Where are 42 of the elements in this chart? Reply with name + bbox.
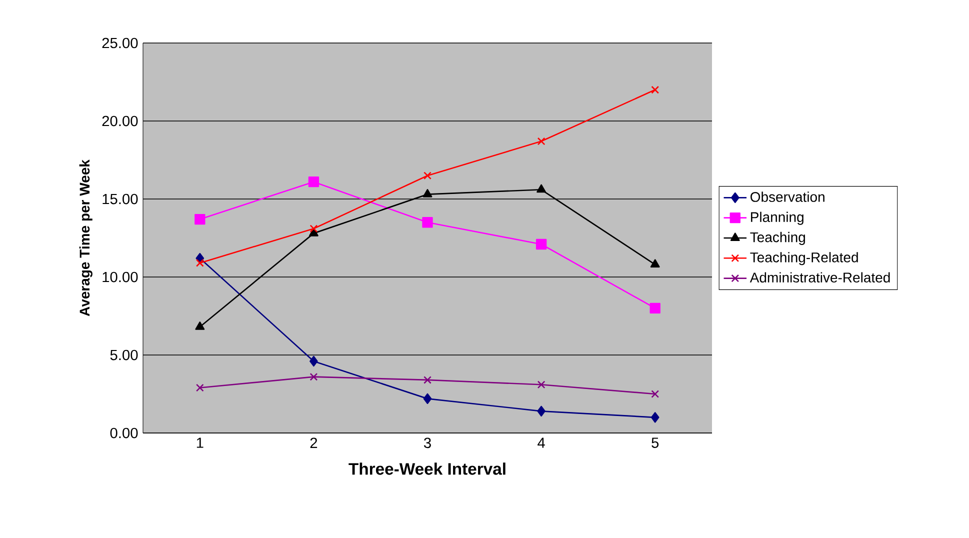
point [537, 380, 546, 389]
legend-label: Administrative-Related [750, 272, 890, 283]
y-tick-label: 25.00 [102, 38, 138, 48]
legend-label: Teaching-Related [750, 252, 858, 266]
point [424, 172, 432, 180]
y-tick-label: 20.00 [102, 116, 138, 126]
point [310, 356, 318, 367]
x-tick-label: 4 [538, 438, 545, 448]
x-tick-label: 1 [196, 438, 204, 448]
point [422, 188, 432, 198]
point [650, 412, 660, 423]
point [651, 390, 660, 398]
point [650, 302, 660, 314]
y-tick-label: 5.00 [110, 350, 138, 360]
legend-label: Observation [750, 192, 824, 202]
point [310, 224, 318, 233]
y-tick-label: 10.00 [102, 272, 138, 282]
point [196, 384, 204, 392]
point [195, 322, 205, 330]
y-axis-title: Average Time per Week [79, 160, 92, 316]
point [651, 86, 660, 94]
y-tick-label: 0.00 [110, 428, 138, 438]
legend-label: Teaching [750, 232, 805, 245]
x-tick-label: 5 [652, 438, 659, 448]
x-tick-label: 2 [310, 438, 318, 448]
point [650, 259, 660, 268]
legend-label: Planning [751, 212, 804, 225]
y-tick-label: 15.00 [102, 194, 138, 204]
point [422, 217, 433, 228]
point [537, 137, 546, 146]
point [196, 258, 204, 267]
point [423, 393, 432, 404]
point [308, 228, 318, 236]
x-tick-label: 3 [424, 438, 431, 448]
point [194, 214, 206, 225]
point [310, 372, 318, 381]
point [308, 176, 320, 188]
point [536, 238, 547, 250]
point [424, 376, 432, 384]
x-axis-title: Three-Week Interval [348, 462, 506, 475]
point [536, 184, 546, 193]
point [537, 406, 546, 416]
